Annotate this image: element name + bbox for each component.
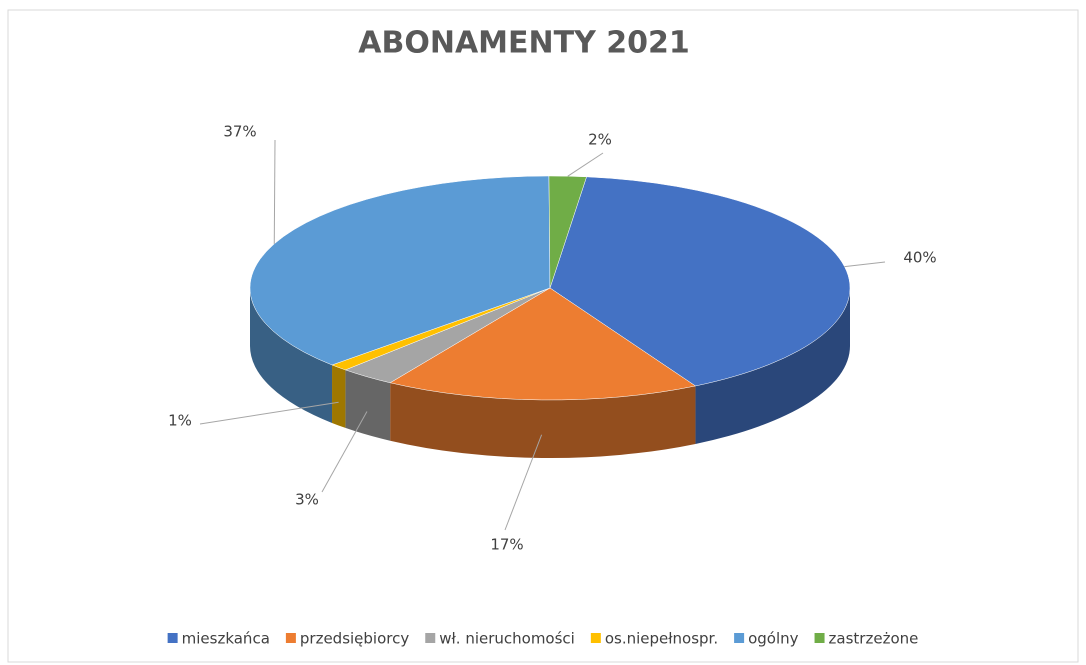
legend-label: ogólny [748,630,799,648]
leader-line [504,434,543,531]
leader-line [844,261,886,268]
leader-line [567,152,604,177]
data-label: 37% [223,123,256,141]
leader-line [273,139,276,244]
legend-label: zastrzeżone [829,630,919,648]
pie-side [345,369,391,441]
legend-label: przedsiębiorcy [300,630,409,648]
legend-swatch [425,633,436,643]
data-label: 2% [588,131,612,149]
leader-line [321,411,368,493]
pie-side [695,288,850,444]
data-label: 40% [903,249,936,267]
legend-label: os.niepełnospr. [605,630,718,648]
pie-slice [249,175,551,366]
legend-swatch [167,633,178,643]
pie-side [332,364,346,428]
data-label: 17% [490,536,523,554]
data-label: 3% [295,491,319,509]
leader-line [199,401,339,425]
legend-swatch [285,633,296,643]
pie-side [250,288,333,423]
data-label: 1% [168,412,192,430]
pie-slice [389,287,697,401]
legend-label: mieszkańca [182,630,270,648]
legend-label: wł. nieruchomości [439,630,575,648]
pie-side [390,382,696,458]
legend-swatch [734,633,745,643]
legend-swatch [590,633,601,643]
legend-swatch [814,633,825,643]
chart-title: ABONAMENTY 2021 [358,26,690,61]
pie-slice [549,176,851,387]
